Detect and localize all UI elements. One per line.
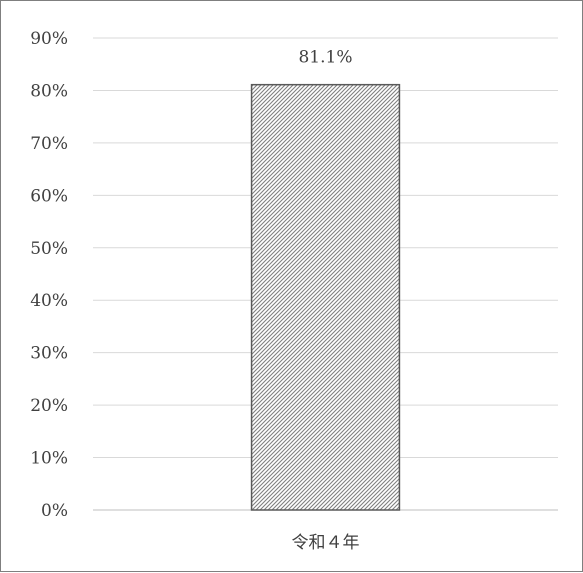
y-tick-label: 90% [30, 29, 68, 49]
data-labels: 81.1% [298, 48, 352, 68]
y-tick-label: 20% [30, 396, 68, 416]
y-tick-label: 50% [30, 239, 68, 259]
data-label: 81.1% [298, 48, 352, 68]
bar [250, 83, 401, 511]
y-tick-label: 80% [30, 81, 68, 101]
y-tick-label: 30% [30, 344, 68, 364]
x-category-label: 令和４年 [292, 533, 360, 553]
bars [250, 83, 401, 511]
y-tick-label: 60% [30, 186, 68, 206]
x-axis-category-labels: 令和４年 [292, 533, 360, 553]
y-tick-label: 10% [30, 449, 68, 469]
y-axis-tick-labels: 0% 10% 20% 30% 40% 50% 60% 70% 80% 90% [30, 29, 68, 521]
y-tick-label: 40% [30, 291, 68, 311]
y-tick-label: 70% [30, 134, 68, 154]
y-tick-label: 0% [41, 501, 68, 521]
